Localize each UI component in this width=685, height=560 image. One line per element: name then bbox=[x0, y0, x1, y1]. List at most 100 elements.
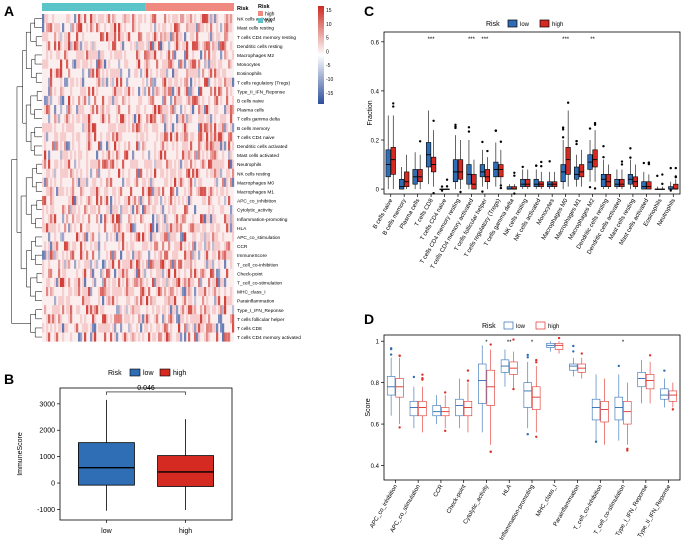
heatmap-cell bbox=[216, 159, 219, 169]
heatmap-cell bbox=[64, 205, 67, 215]
heatmap-cell bbox=[132, 277, 135, 287]
heatmap-cell bbox=[104, 241, 107, 251]
heatmap-cell bbox=[226, 86, 229, 96]
heatmap-cell bbox=[154, 332, 157, 342]
heatmap-cell bbox=[212, 223, 215, 233]
legend-label-high: high bbox=[552, 22, 563, 28]
heatmap-cell bbox=[200, 177, 203, 187]
heatmap-cell bbox=[204, 196, 207, 206]
heatmap-cell bbox=[120, 232, 123, 242]
heatmap-cell bbox=[68, 14, 71, 24]
heatmap-cell bbox=[228, 214, 231, 224]
heatmap-cell bbox=[110, 159, 113, 169]
box-low bbox=[386, 376, 396, 396]
heatmap-cell bbox=[146, 296, 149, 306]
heatmap-cell bbox=[198, 59, 201, 69]
heatmap-cell bbox=[108, 268, 111, 278]
heatmap-cell bbox=[46, 14, 49, 24]
heatmap-cell bbox=[52, 205, 55, 215]
heatmap-cell bbox=[152, 41, 155, 51]
heatmap-cell bbox=[150, 114, 153, 124]
heatmap-cell bbox=[138, 86, 141, 96]
heatmap-cell bbox=[118, 305, 121, 315]
heatmap-cell bbox=[184, 323, 187, 333]
heatmap-cell bbox=[48, 186, 51, 196]
heatmap-cell bbox=[148, 332, 151, 342]
heatmap-cell bbox=[152, 86, 155, 96]
heatmap-cell bbox=[216, 95, 219, 105]
heatmap-cell bbox=[94, 241, 97, 251]
heatmap-cell bbox=[46, 95, 49, 105]
heatmap-cell bbox=[96, 68, 99, 78]
heatmap-cell bbox=[166, 323, 169, 333]
box-low bbox=[660, 388, 669, 400]
dendrogram-branch bbox=[35, 218, 42, 229]
outlier-point bbox=[535, 361, 538, 364]
heatmap-cell bbox=[86, 132, 89, 142]
heatmap-cell bbox=[226, 123, 229, 133]
heatmap-cell bbox=[50, 23, 53, 33]
heatmap-cell bbox=[136, 323, 139, 333]
heatmap-cell bbox=[112, 159, 115, 169]
heatmap-cell bbox=[52, 14, 55, 24]
heatmap-cell bbox=[88, 114, 91, 124]
heatmap-cell bbox=[162, 86, 165, 96]
heatmap-cell bbox=[144, 159, 147, 169]
heatmap-cell bbox=[224, 41, 227, 51]
heatmap-cell bbox=[136, 177, 139, 187]
heatmap-cell bbox=[176, 41, 179, 51]
heatmap-cell bbox=[110, 332, 113, 342]
heatmap-cell bbox=[94, 177, 97, 187]
heatmap-cell bbox=[50, 268, 53, 278]
heatmap-cell bbox=[196, 41, 199, 51]
outlier-point bbox=[594, 440, 598, 443]
box-low bbox=[432, 405, 441, 417]
heatmap-cell bbox=[126, 296, 129, 306]
heatmap-cell bbox=[138, 41, 141, 51]
heatmap-cell bbox=[226, 77, 229, 87]
heatmap-cell bbox=[212, 32, 215, 42]
heatmap-cell bbox=[174, 105, 177, 115]
heatmap-cell bbox=[114, 223, 117, 233]
heatmap-cell bbox=[62, 323, 65, 333]
heatmap-cell bbox=[156, 86, 159, 96]
outlier-point bbox=[486, 149, 489, 153]
heatmap-cell bbox=[182, 114, 185, 124]
heatmap-cell bbox=[68, 296, 71, 306]
heatmap-cell bbox=[54, 132, 57, 142]
heatmap-cell bbox=[98, 241, 101, 251]
heatmap-cell bbox=[174, 250, 177, 260]
heatmap-cell bbox=[200, 214, 203, 224]
heatmap-cell bbox=[216, 186, 219, 196]
heatmap-cell bbox=[230, 123, 233, 133]
heatmap-cell bbox=[86, 205, 89, 215]
heatmap-cell bbox=[144, 241, 147, 251]
heatmap-row-label: ImmuneScore bbox=[237, 253, 267, 259]
heatmap-cell bbox=[164, 277, 167, 287]
heatmap-cell bbox=[224, 305, 227, 315]
heatmap-cell bbox=[66, 123, 69, 133]
heatmap-cell bbox=[156, 59, 159, 69]
heatmap-cell bbox=[150, 223, 153, 233]
heatmap-cell bbox=[62, 305, 65, 315]
box-high bbox=[463, 400, 473, 417]
heatmap-cell bbox=[204, 241, 207, 251]
heatmap-cell bbox=[84, 241, 87, 251]
heatmap-cell bbox=[48, 105, 51, 115]
risk-annotation-low bbox=[42, 3, 146, 11]
heatmap-cell bbox=[170, 105, 173, 115]
heatmap-cell bbox=[156, 223, 159, 233]
box-high bbox=[619, 178, 625, 187]
heatmap-cell bbox=[136, 132, 139, 142]
heatmap-cell bbox=[58, 23, 61, 33]
outlier-point bbox=[535, 358, 538, 362]
heatmap-cell bbox=[98, 14, 101, 24]
heatmap-cell bbox=[76, 177, 79, 187]
heatmap-cell bbox=[42, 177, 45, 187]
heatmap-cell bbox=[134, 177, 137, 187]
heatmap-cell bbox=[160, 268, 163, 278]
heatmap-cell bbox=[46, 250, 49, 260]
heatmap-cell bbox=[208, 287, 211, 297]
heatmap-cell bbox=[154, 123, 157, 133]
heatmap-cell bbox=[192, 232, 195, 242]
